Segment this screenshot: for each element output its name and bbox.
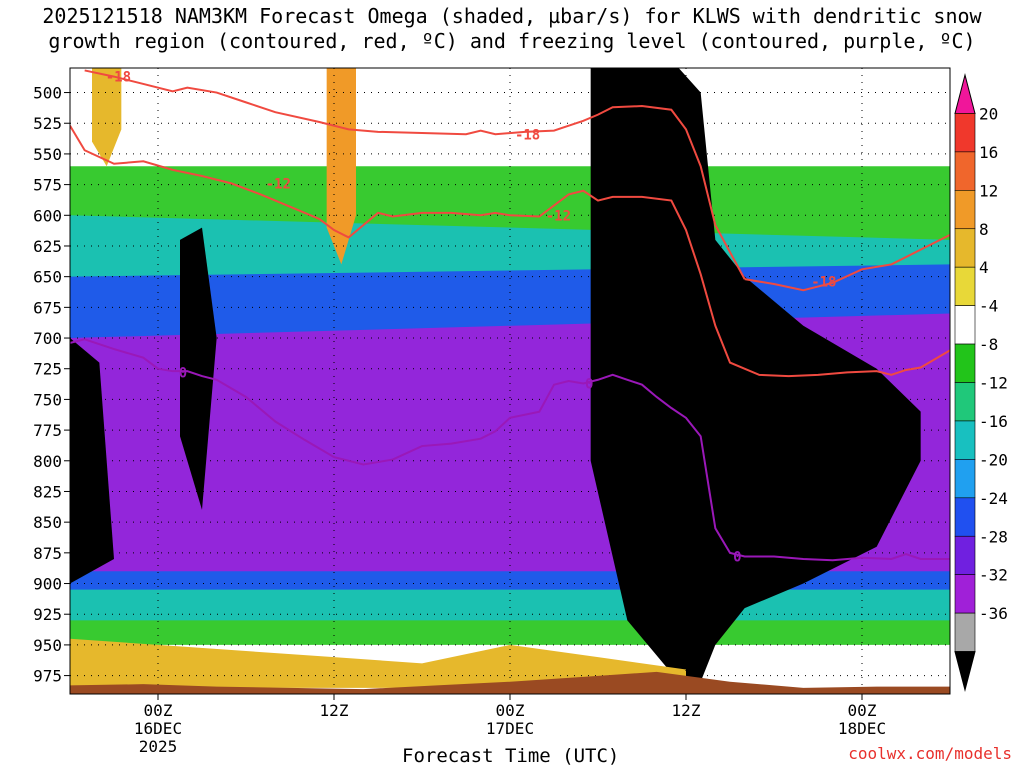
shaded-region-strong-descent-core	[590, 68, 921, 682]
contour-label-5: 0	[585, 376, 593, 392]
y-tick-label-975: 975	[33, 667, 62, 686]
contour-label-4: -18	[811, 275, 836, 291]
contour-label-3: -12	[546, 208, 571, 224]
x-tick-year-0: 2025	[139, 737, 178, 756]
y-tick-label-725: 725	[33, 360, 62, 379]
terrain-surface	[70, 671, 950, 694]
y-tick-label-525: 525	[33, 114, 62, 133]
colorbar-swatch-3	[954, 190, 976, 230]
x-tick-label-1: 12Z	[320, 701, 349, 720]
contour-label-6: 0	[733, 550, 741, 566]
x-axis-title: Forecast Time (UTC)	[402, 745, 620, 767]
colorbar-swatch-8	[954, 382, 976, 422]
contour-label-7: 0	[179, 365, 187, 381]
colorbar-label-6: -8	[979, 335, 998, 354]
chart-title-line-1: 2025121518 NAM3KM Forecast Omega (shaded…	[42, 4, 982, 28]
y-tick-label-675: 675	[33, 298, 62, 317]
y-tick-label-575: 575	[33, 176, 62, 195]
x-tick-label-2: 00Z	[496, 701, 525, 720]
y-tick-label-700: 700	[33, 329, 62, 348]
colorbar-label-8: -16	[979, 412, 1008, 431]
x-tick-label-3: 12Z	[672, 701, 701, 720]
colorbar-label-11: -28	[979, 527, 1008, 546]
colorbar-label-3: 8	[979, 220, 989, 239]
y-tick-label-600: 600	[33, 206, 62, 225]
y-tick-label-850: 850	[33, 513, 62, 532]
colorbar-label-4: 4	[979, 258, 989, 277]
colorbar-label-10: -24	[979, 489, 1008, 508]
x-tick-date-4: 18DEC	[838, 719, 886, 738]
y-tick-label-950: 950	[33, 636, 62, 655]
x-tick-date-0: 16DEC	[134, 719, 182, 738]
colorbar-label-9: -20	[979, 450, 1008, 469]
x-tick-label-0: 00Z	[144, 701, 173, 720]
y-tick-label-825: 825	[33, 482, 62, 501]
y-tick-label-750: 750	[33, 390, 62, 409]
x-tick-date-2: 17DEC	[486, 719, 534, 738]
colorbar-swatch-2	[954, 151, 976, 191]
y-tick-label-550: 550	[33, 145, 62, 164]
chart-title-line-2: growth region (contoured, red, ºC) and f…	[48, 29, 976, 53]
contour-label-1: -18	[515, 127, 540, 143]
colorbar-cap-bottom	[954, 651, 976, 692]
shaded-region-upper-ascent-west	[92, 68, 122, 167]
contour-label-2: -12	[266, 176, 291, 192]
colorbar-swatch-1	[954, 113, 976, 153]
y-tick-label-650: 650	[33, 268, 62, 287]
contour-freezing-0C	[70, 338, 950, 562]
contour-label-0: -18	[106, 70, 131, 86]
site-credit[interactable]: coolwx.com/models	[848, 744, 1012, 763]
colorbar-label-7: -12	[979, 374, 1008, 393]
colorbar-swatch-14	[954, 612, 976, 652]
contour--18	[84, 69, 746, 280]
y-tick-label-775: 775	[33, 421, 62, 440]
colorbar-swatch-7	[954, 343, 976, 383]
x-tick-label-4: 00Z	[848, 701, 877, 720]
y-tick-label-900: 900	[33, 575, 62, 594]
colorbar-label-12: -32	[979, 566, 1008, 585]
colorbar-swatch-4	[954, 228, 976, 268]
contour--12	[70, 125, 950, 378]
colorbar-swatch-11	[954, 497, 976, 537]
colorbar-swatch-5	[954, 266, 976, 306]
y-tick-label-800: 800	[33, 452, 62, 471]
colorbar-swatch-9	[954, 420, 976, 460]
y-tick-label-625: 625	[33, 237, 62, 256]
shaded-region-mid-core	[180, 227, 217, 510]
colorbar-swatch-6	[954, 305, 976, 345]
colorbar-swatch-13	[954, 574, 976, 614]
colorbar-label-5: -4	[979, 297, 998, 316]
colorbar-cap-top	[954, 73, 976, 114]
colorbar-label-0: 20	[979, 104, 998, 123]
colorbar-label-1: 16	[979, 143, 998, 162]
colorbar-label-13: -36	[979, 604, 1008, 623]
y-tick-label-500: 500	[33, 84, 62, 103]
colorbar-swatch-12	[954, 535, 976, 575]
y-tick-label-875: 875	[33, 544, 62, 563]
contour--18b	[744, 234, 950, 292]
y-tick-label-925: 925	[33, 605, 62, 624]
colorbar-label-2: 12	[979, 181, 998, 200]
colorbar-swatch-10	[954, 459, 976, 499]
